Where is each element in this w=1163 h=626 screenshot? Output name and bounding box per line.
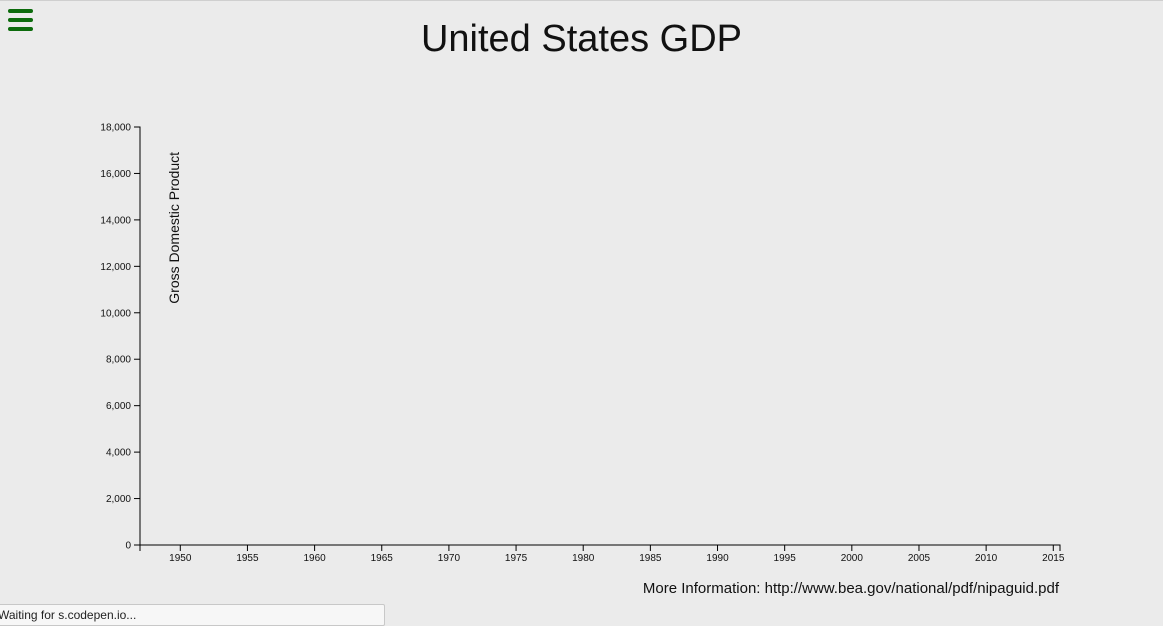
x-tick-label: 2000 bbox=[841, 553, 864, 564]
y-tick-label: 2,000 bbox=[106, 494, 131, 505]
y-tick-label: 10,000 bbox=[100, 308, 131, 319]
menu-bar bbox=[8, 9, 33, 13]
more-info-text: More Information: http://www.bea.gov/nat… bbox=[642, 580, 1059, 597]
x-tick-label: 1970 bbox=[438, 553, 461, 564]
x-tick-label: 2010 bbox=[975, 553, 998, 564]
x-tick-label: 1980 bbox=[572, 553, 595, 564]
y-tick-label: 12,000 bbox=[100, 262, 131, 273]
x-tick-label: 1995 bbox=[774, 553, 797, 564]
y-tick-label: 14,000 bbox=[100, 215, 131, 226]
hamburger-menu-icon[interactable] bbox=[8, 9, 33, 31]
x-tick-label: 1985 bbox=[639, 553, 662, 564]
x-tick-label: 1950 bbox=[169, 553, 192, 564]
x-tick-label: 1990 bbox=[706, 553, 729, 564]
x-tick-label: 2005 bbox=[908, 553, 931, 564]
y-tick-label: 6,000 bbox=[106, 401, 131, 412]
menu-bar bbox=[8, 18, 33, 22]
x-tick-label: 1955 bbox=[236, 553, 259, 564]
top-border bbox=[0, 0, 1163, 1]
menu-bar bbox=[8, 27, 33, 31]
y-tick-label: 18,000 bbox=[100, 123, 131, 134]
y-tick-label: 8,000 bbox=[106, 355, 131, 366]
browser-status-bar: Waiting for s.codepen.io... bbox=[0, 604, 385, 626]
y-tick-label: 4,000 bbox=[106, 448, 131, 459]
x-tick-label: 1975 bbox=[505, 553, 528, 564]
y-axis-line bbox=[134, 126, 141, 546]
x-axis-line bbox=[139, 544, 1061, 551]
x-tick-label: 1965 bbox=[371, 553, 394, 564]
y-tick-label: 16,000 bbox=[100, 169, 131, 180]
y-axis-label: Gross Domestic Product bbox=[166, 152, 182, 304]
x-tick-label: 2015 bbox=[1042, 553, 1065, 564]
page-title: United States GDP bbox=[420, 18, 743, 60]
x-tick-label: 1960 bbox=[303, 553, 326, 564]
y-tick-label: 0 bbox=[125, 541, 131, 552]
